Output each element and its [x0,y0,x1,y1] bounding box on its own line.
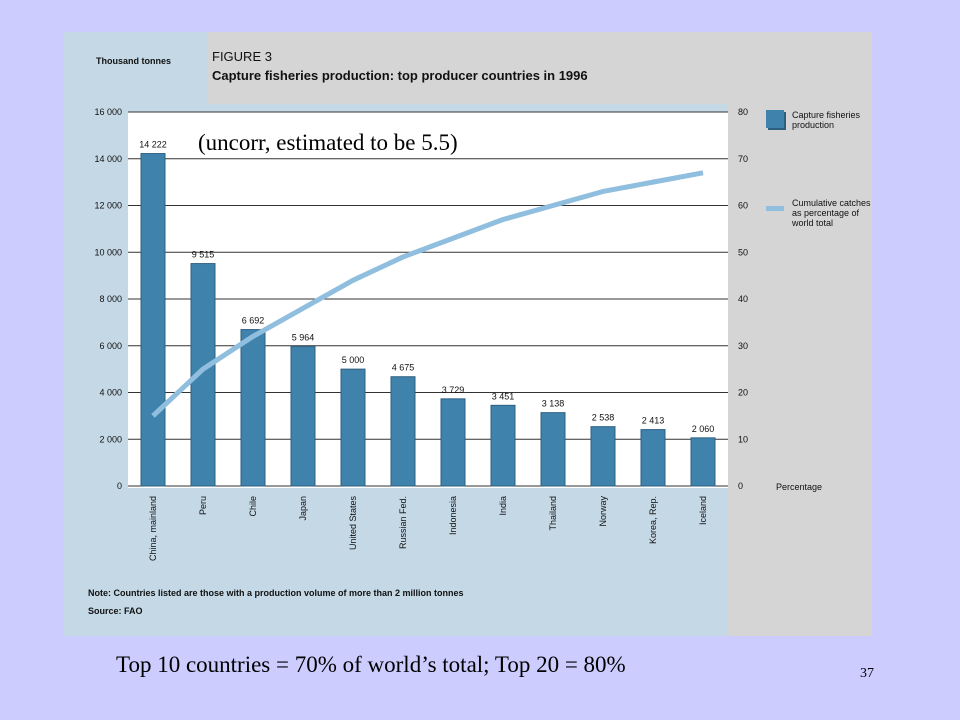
y2-tick-label: 50 [738,247,748,257]
x-tick-label: Japan [298,496,308,521]
y2-tick-label: 60 [738,201,748,211]
y2-tick-label: 40 [738,294,748,304]
y2-tick-label: 10 [738,434,748,444]
y2-tick-label: 70 [738,154,748,164]
bar [590,426,616,487]
figure-note: Note: Countries listed are those with a … [88,588,464,598]
x-tick-label: Norway [598,496,608,527]
y-tick-label: 2 000 [99,434,122,444]
x-tick-label: China, mainland [148,496,158,561]
data-label: 3 451 [492,391,515,401]
x-tick-label: United States [348,496,358,551]
bar [240,329,266,487]
legend-swatch-line [766,206,784,211]
x-tick-label: Iceland [698,496,708,525]
data-label: 2 538 [592,413,615,423]
x-tick-label: Peru [198,496,208,515]
slide-footer-text: Top 10 countries = 70% of world’s total;… [116,652,626,677]
bar [440,398,466,487]
x-tick-label: Chile [248,496,258,517]
y-tick-label: 16 000 [94,107,122,117]
x-tick-label: Indonesia [448,496,458,535]
y-tick-label: 0 [117,481,122,491]
y-tick-label: 12 000 [94,201,122,211]
bar [690,437,716,487]
x-tick-label: Russian Fed. [398,496,408,549]
data-label: 14 222 [139,140,167,150]
bar [140,153,166,487]
x-tick-label: India [498,496,508,516]
figure-number: FIGURE 3 [212,49,272,64]
y-tick-label: 10 000 [94,247,122,257]
bar [490,404,516,487]
legend-panel [728,104,872,636]
data-label: 2 413 [642,416,665,426]
y2-tick-label: 20 [738,388,748,398]
data-label: 3 729 [442,385,465,395]
y2-tick-label: 80 [738,107,748,117]
y-tick-label: 8 000 [99,294,122,304]
bar [290,346,316,487]
legend-label-bar: Capture fisheries production [792,110,861,130]
data-label: 3 138 [542,399,565,409]
y-tick-label: 6 000 [99,341,122,351]
legend-label-line: Cumulative catches as percentage of worl… [792,198,871,228]
plot-area [128,112,728,488]
annotation-text: (uncorr, estimated to be 5.5) [198,130,458,155]
data-label: 5 000 [342,355,365,365]
chart-title: Capture fisheries production: top produc… [212,68,588,83]
x-tick-label: Thailand [548,496,558,531]
data-label: 9 515 [192,250,215,260]
figure-source: Source: FAO [88,606,143,616]
data-label: 6 692 [242,316,265,326]
legend-swatch-bar [766,110,784,128]
right-axis-label: Percentage [776,482,823,492]
data-label: 5 964 [292,333,315,343]
y2-tick-label: 30 [738,341,748,351]
bar [390,376,416,487]
bar [640,429,666,487]
y-axis-units-label: Thousand tonnes [96,56,171,66]
slide-number: 37 [860,666,874,681]
y2-tick-label: 0 [738,481,743,491]
data-label: 2 060 [692,424,715,434]
figure-header [208,32,872,104]
cumulative-line [151,170,704,418]
x-tick-label: Korea, Rep. [648,496,658,544]
bar [540,412,566,487]
data-label: 4 675 [392,363,415,373]
y-tick-label: 4 000 [99,388,122,398]
bar [340,368,366,487]
y-tick-label: 14 000 [94,154,122,164]
